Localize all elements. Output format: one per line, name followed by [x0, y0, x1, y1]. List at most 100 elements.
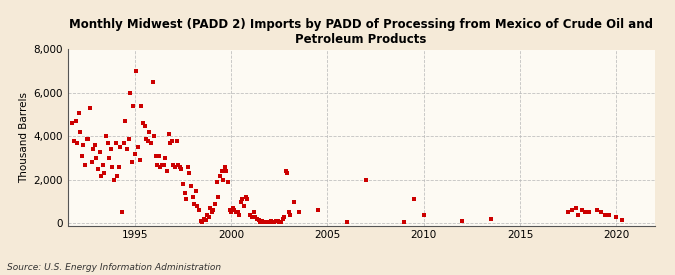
Point [109, 178, 119, 182]
Point [240, 195, 251, 199]
Text: Source: U.S. Energy Information Administration: Source: U.S. Energy Information Administ… [7, 263, 221, 272]
Point [107, 165, 117, 169]
Point [190, 189, 201, 193]
Point [418, 212, 429, 217]
Point [97, 163, 108, 167]
Point [236, 199, 246, 204]
Point [179, 191, 190, 195]
Point [140, 136, 151, 141]
Point [74, 110, 84, 115]
Point [256, 219, 267, 223]
Point [259, 220, 270, 224]
Point [115, 145, 126, 150]
Point [80, 163, 90, 167]
Point [266, 219, 277, 223]
Point [213, 195, 223, 199]
Point [611, 214, 622, 219]
Point [253, 218, 264, 222]
Point [225, 210, 236, 215]
Point [408, 197, 419, 202]
Point [144, 130, 155, 134]
Point [88, 147, 99, 152]
Point [101, 134, 111, 139]
Point [120, 119, 131, 123]
Point [160, 156, 171, 160]
Point [271, 219, 281, 223]
Point [96, 173, 107, 178]
Point [102, 141, 113, 145]
Point [563, 210, 574, 215]
Point [572, 212, 583, 217]
Point [182, 165, 193, 169]
Point [313, 208, 323, 213]
Point [229, 208, 240, 213]
Point [195, 219, 206, 223]
Point [146, 141, 157, 145]
Point [75, 130, 86, 134]
Point [169, 165, 180, 169]
Point [203, 214, 214, 219]
Point [205, 206, 216, 210]
Point [246, 214, 257, 219]
Point [216, 169, 227, 173]
Point [576, 208, 587, 213]
Point [151, 154, 161, 158]
Point [250, 214, 261, 219]
Point [174, 165, 185, 169]
Point [591, 208, 602, 213]
Point [133, 145, 144, 150]
Point [181, 197, 192, 202]
Point [68, 139, 79, 143]
Point [595, 210, 606, 215]
Point [224, 208, 235, 213]
Point [104, 156, 115, 160]
Point [221, 169, 232, 173]
Point [126, 160, 137, 165]
Point [285, 212, 296, 217]
Point [399, 220, 410, 224]
Point [207, 210, 217, 215]
Point [232, 210, 243, 215]
Point [234, 212, 244, 217]
Point [136, 104, 146, 108]
Point [360, 178, 371, 182]
Point [242, 197, 252, 202]
Point [599, 212, 610, 217]
Point [279, 214, 290, 219]
Point [282, 171, 293, 175]
Point [173, 163, 184, 167]
Point [78, 143, 89, 147]
Point [152, 163, 163, 167]
Point [84, 106, 95, 110]
Point [245, 212, 256, 217]
Point [223, 180, 234, 184]
Point [457, 219, 468, 223]
Point [82, 136, 92, 141]
Point [70, 119, 81, 123]
Point [105, 147, 116, 152]
Point [251, 217, 262, 221]
Point [227, 206, 238, 210]
Y-axis label: Thousand Barrels: Thousand Barrels [19, 92, 29, 183]
Point [277, 217, 288, 221]
Point [269, 220, 280, 224]
Point [342, 220, 352, 224]
Point [288, 199, 299, 204]
Point [210, 202, 221, 206]
Point [274, 220, 285, 224]
Point [118, 141, 129, 145]
Point [155, 165, 166, 169]
Point [153, 154, 164, 158]
Point [113, 165, 124, 169]
Point [566, 208, 577, 213]
Point [272, 219, 283, 223]
Point [91, 156, 102, 160]
Point [138, 121, 148, 126]
Point [128, 104, 139, 108]
Point [76, 154, 87, 158]
Point [167, 139, 178, 143]
Point [90, 143, 101, 147]
Point [197, 220, 208, 224]
Point [165, 141, 176, 145]
Point [142, 139, 153, 143]
